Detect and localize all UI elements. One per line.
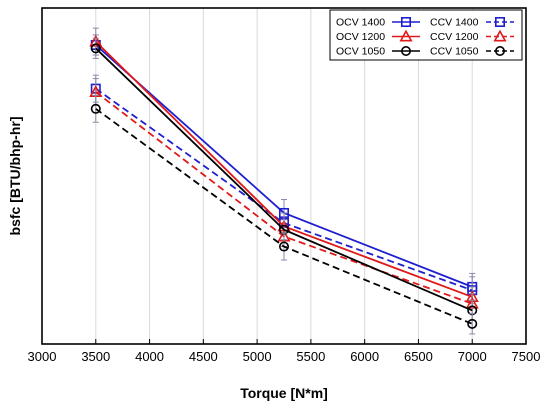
y-axis-title: bsfc [BTU/bhp-hr]	[7, 117, 23, 236]
legend-label: CCV 1200	[430, 31, 479, 43]
x-tick-label: 4000	[135, 349, 164, 364]
legend-entry: CCV 1400	[430, 17, 514, 29]
legend-label: OCV 1050	[336, 46, 385, 58]
legend-label: OCV 1200	[336, 31, 385, 43]
data-point-marker	[278, 241, 289, 252]
legend-marker-sample	[399, 29, 413, 42]
legend-entry: OCV 1400	[336, 17, 420, 29]
legend-marker-sample	[494, 16, 505, 27]
x-tick-label: 6000	[350, 349, 379, 364]
legend-marker-sample	[494, 45, 505, 56]
series-layer	[89, 27, 479, 335]
series-line	[95, 108, 473, 325]
legend-entry: OCV 1050	[336, 46, 420, 58]
series-line	[95, 47, 473, 312]
x-tick-label: 7000	[458, 349, 487, 364]
legend-entry: CCV 1050	[430, 46, 514, 58]
grid-layer	[95, 8, 473, 344]
legend-entry: OCV 1200	[336, 29, 420, 43]
ticks-layer: 3000 3500 4000 4500 5000 5500 6000 6500 7000 7500	[28, 339, 541, 364]
legend-label: CCV 1050	[430, 46, 479, 58]
x-tick-label: 5500	[296, 349, 325, 364]
x-tick-label: 7500	[512, 349, 541, 364]
data-point-marker	[90, 43, 101, 54]
series-line	[95, 91, 473, 305]
x-tick-label: 3000	[28, 349, 57, 364]
x-tick-label: 5000	[243, 349, 272, 364]
legend-label: CCV 1400	[430, 17, 479, 29]
series-ccv-1050	[90, 94, 478, 335]
x-tick-label: 6500	[404, 349, 433, 364]
legend-label: OCV 1400	[336, 17, 385, 29]
legend: OCV 1400 OCV 1200 OCV 1050 CCV 1400 CCV 1200…	[329, 9, 523, 61]
data-point-marker	[467, 318, 478, 329]
plot-frame	[41, 7, 527, 345]
x-tick-label: 4500	[189, 349, 218, 364]
series-ccv-1200	[89, 78, 479, 315]
legend-entry: CCV 1200	[430, 29, 514, 43]
x-tick-label: 3500	[81, 349, 110, 364]
legend-marker-sample	[400, 16, 411, 27]
legend-marker-sample	[400, 45, 411, 56]
x-axis-title: Torque [N*m]	[240, 385, 328, 401]
data-point-marker	[90, 103, 101, 114]
legend-marker-sample	[493, 29, 507, 42]
